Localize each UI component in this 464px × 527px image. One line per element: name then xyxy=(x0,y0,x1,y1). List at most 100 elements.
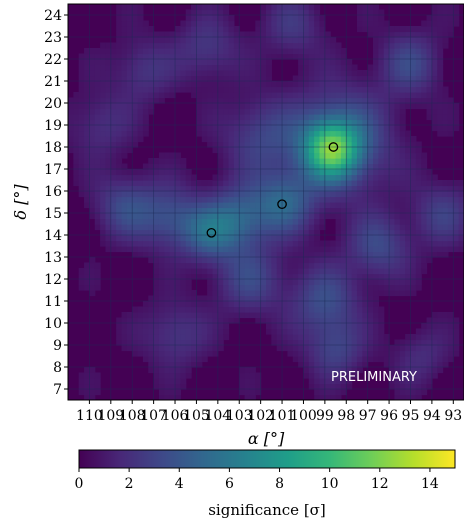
heatmap-cell xyxy=(282,163,288,170)
heatmap-cell xyxy=(410,339,417,346)
heatmap-cell xyxy=(164,301,171,308)
heatmap-cell xyxy=(383,119,390,126)
heatmap-cell xyxy=(298,26,305,33)
heatmap-cell xyxy=(244,262,251,269)
heatmap-cell xyxy=(153,196,160,203)
heatmap-cell xyxy=(153,174,160,181)
heatmap-cell xyxy=(287,191,294,198)
heatmap-cell xyxy=(212,136,219,143)
heatmap-cell xyxy=(319,185,326,192)
heatmap-cell xyxy=(362,185,369,192)
heatmap-cell xyxy=(276,295,283,302)
heatmap-cell xyxy=(346,257,353,264)
heatmap-cell xyxy=(340,70,347,77)
heatmap-cell xyxy=(330,174,337,181)
heatmap-cell xyxy=(158,70,165,77)
heatmap-cell xyxy=(148,185,155,192)
heatmap-cell xyxy=(346,312,353,319)
heatmap-cell xyxy=(442,323,449,330)
heatmap-cell xyxy=(233,301,240,308)
heatmap-cell xyxy=(116,103,123,110)
heatmap-cell xyxy=(399,257,406,264)
heatmap-cell xyxy=(180,262,187,269)
heatmap-cell xyxy=(201,86,208,93)
heatmap-cell xyxy=(164,273,171,280)
heatmap-cell xyxy=(335,64,342,71)
heatmap-cell xyxy=(367,229,374,236)
heatmap-cell xyxy=(282,202,288,209)
heatmap-cell xyxy=(330,345,337,352)
heatmap-cell xyxy=(431,20,438,27)
heatmap-cell xyxy=(158,169,165,176)
heatmap-cell xyxy=(89,180,96,187)
heatmap-cell xyxy=(276,268,283,275)
heatmap-cell xyxy=(282,81,288,88)
heatmap-cell xyxy=(142,81,149,88)
heatmap-cell xyxy=(330,86,337,93)
heatmap-cell xyxy=(260,301,267,308)
heatmap-cell xyxy=(191,191,198,198)
heatmap-cell xyxy=(298,180,305,187)
heatmap-cell xyxy=(373,268,379,275)
heatmap-cell xyxy=(431,26,438,33)
heatmap-cell xyxy=(399,92,406,99)
heatmap-cell xyxy=(271,213,278,220)
heatmap-cell xyxy=(405,185,412,192)
heatmap-cell xyxy=(207,97,214,104)
heatmap-cell xyxy=(100,185,107,192)
heatmap-cell xyxy=(442,240,449,247)
heatmap-cell xyxy=(89,207,96,214)
heatmap-cell xyxy=(453,4,460,11)
heatmap-cell xyxy=(346,158,353,165)
heatmap-cell xyxy=(260,42,267,49)
heatmap-cell xyxy=(207,350,214,357)
heatmap-cell xyxy=(158,59,165,66)
heatmap-cell xyxy=(191,306,198,313)
heatmap-cell xyxy=(217,202,224,209)
heatmap-cell xyxy=(373,262,379,269)
heatmap-cell xyxy=(100,196,107,203)
heatmap-cell xyxy=(164,37,171,44)
heatmap-cell xyxy=(405,378,412,385)
heatmap-cell xyxy=(244,235,251,242)
heatmap-cell xyxy=(426,240,433,247)
heatmap-cell xyxy=(110,130,117,137)
heatmap-cell xyxy=(447,15,454,22)
heatmap-cell xyxy=(362,229,369,236)
heatmap-cell xyxy=(217,240,224,247)
heatmap-cell xyxy=(308,42,315,49)
heatmap-cell xyxy=(314,108,321,115)
heatmap-cell xyxy=(351,334,358,341)
heatmap-cell xyxy=(340,213,347,220)
heatmap-cell xyxy=(314,125,321,132)
heatmap-cell xyxy=(282,257,288,264)
heatmap-cell xyxy=(319,64,326,71)
heatmap-cell xyxy=(228,147,235,154)
heatmap-cell xyxy=(351,323,358,330)
heatmap-cell xyxy=(126,334,133,341)
heatmap-cell xyxy=(405,163,412,170)
heatmap-cell xyxy=(276,323,283,330)
heatmap-cell xyxy=(169,48,176,55)
heatmap-cell xyxy=(196,207,203,214)
heatmap-cell xyxy=(292,31,299,38)
heatmap-cell xyxy=(383,279,390,286)
heatmap-cell xyxy=(137,20,144,27)
heatmap-cell xyxy=(437,213,444,220)
heatmap-cell xyxy=(116,141,123,148)
heatmap-cell xyxy=(78,114,85,121)
heatmap-cell xyxy=(330,394,337,400)
heatmap-cell xyxy=(233,229,240,236)
heatmap-cell xyxy=(164,235,171,242)
heatmap-cell xyxy=(367,356,374,363)
heatmap-cell xyxy=(148,202,155,209)
heatmap-cell xyxy=(180,306,187,313)
heatmap-cell xyxy=(266,246,272,253)
heatmap-cell xyxy=(378,317,385,324)
heatmap-cell xyxy=(319,378,326,385)
heatmap-cell xyxy=(415,158,422,165)
heatmap-cell xyxy=(314,312,321,319)
heatmap-cell xyxy=(100,130,107,137)
heatmap-cell xyxy=(421,328,428,335)
heatmap-cell xyxy=(175,367,181,374)
